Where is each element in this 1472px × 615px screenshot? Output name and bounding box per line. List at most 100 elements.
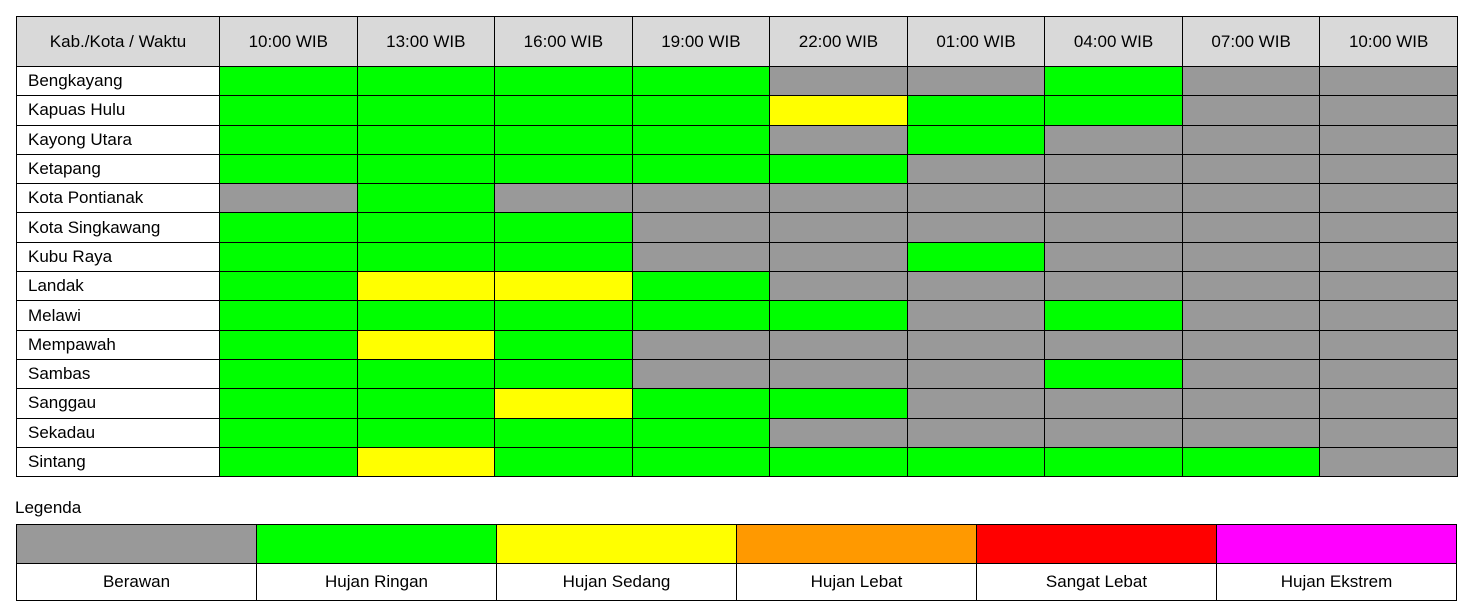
forecast-cell <box>1044 329 1183 360</box>
forecast-cell <box>1044 417 1183 448</box>
forecast-cell <box>769 417 908 448</box>
forecast-cell <box>769 183 908 214</box>
forecast-cell <box>906 153 1046 185</box>
forecast-cell <box>631 329 771 360</box>
legend-swatch <box>16 524 257 564</box>
forecast-cell <box>494 358 633 390</box>
forecast-cell <box>1181 271 1321 302</box>
legend-title: Legenda <box>15 498 82 517</box>
forecast-cell <box>1319 271 1458 302</box>
forecast-cell <box>1181 446 1321 478</box>
forecast-cell <box>631 300 771 331</box>
forecast-cell <box>494 95 633 126</box>
forecast-cell <box>769 446 908 478</box>
table-row: Landak <box>16 271 1458 302</box>
region-name: Kota Singkawang <box>16 212 220 243</box>
forecast-cell <box>494 417 633 448</box>
region-name: Mempawah <box>16 329 220 360</box>
forecast-cell <box>906 358 1046 390</box>
forecast-cell <box>1181 329 1321 360</box>
forecast-cell <box>494 212 633 243</box>
forecast-cell <box>219 417 358 448</box>
forecast-cell <box>631 183 771 214</box>
forecast-cell <box>1319 388 1458 419</box>
forecast-cell <box>1044 124 1183 155</box>
forecast-cell <box>494 124 633 155</box>
table-row: Sambas <box>16 358 1458 390</box>
forecast-cell <box>494 153 633 185</box>
time-header: 16:00 WIB <box>494 16 633 67</box>
forecast-cell <box>1319 183 1458 214</box>
forecast-cell <box>769 300 908 331</box>
region-name: Landak <box>16 271 220 302</box>
forecast-cell <box>356 388 496 419</box>
forecast-cell <box>1319 358 1458 390</box>
forecast-cell <box>1044 95 1183 126</box>
legend-label: Berawan <box>16 563 257 601</box>
forecast-cell <box>631 271 771 302</box>
legend-swatch <box>1216 524 1457 564</box>
forecast-cell <box>219 95 358 126</box>
legend-label: Sangat Lebat <box>976 563 1217 601</box>
forecast-cell <box>906 417 1046 448</box>
forecast-cell <box>219 153 358 185</box>
forecast-cell <box>631 388 771 419</box>
forecast-cell <box>1181 300 1321 331</box>
forecast-cell <box>1181 65 1321 97</box>
forecast-cell <box>631 241 771 273</box>
forecast-cell <box>631 417 771 448</box>
forecast-body: Bengkayang Kapuas Hulu Kayong Utara Ketapan… <box>16 65 1458 478</box>
table-row: Kapuas Hulu <box>16 95 1458 126</box>
forecast-cell <box>1319 95 1458 126</box>
region-name: Kubu Raya <box>16 241 220 273</box>
forecast-cell <box>1181 183 1321 214</box>
forecast-cell <box>356 65 496 97</box>
forecast-cell <box>494 329 633 360</box>
forecast-cell <box>906 329 1046 360</box>
forecast-cell <box>1044 65 1183 97</box>
forecast-cell <box>356 124 496 155</box>
forecast-cell <box>1319 300 1458 331</box>
forecast-cell <box>1181 388 1321 419</box>
forecast-cell <box>494 446 633 478</box>
forecast-cell <box>494 241 633 273</box>
forecast-cell <box>219 183 358 214</box>
forecast-cell <box>219 358 358 390</box>
region-name: Sekadau <box>16 417 220 448</box>
legend-swatch-row <box>16 524 1457 564</box>
forecast-cell <box>1319 153 1458 185</box>
forecast-cell <box>1044 271 1183 302</box>
forecast-cell <box>1044 212 1183 243</box>
region-name: Bengkayang <box>16 65 220 97</box>
time-header: 13:00 WIB <box>356 16 496 67</box>
table-row: Ketapang <box>16 153 1458 185</box>
forecast-cell <box>906 183 1046 214</box>
forecast-cell <box>219 329 358 360</box>
forecast-cell <box>631 124 771 155</box>
region-name: Kayong Utara <box>16 124 220 155</box>
forecast-cell <box>219 65 358 97</box>
forecast-cell <box>631 153 771 185</box>
forecast-cell <box>769 153 908 185</box>
forecast-cell <box>356 153 496 185</box>
forecast-cell <box>356 358 496 390</box>
region-name: Kota Pontianak <box>16 183 220 214</box>
time-header: 04:00 WIB <box>1044 16 1183 67</box>
forecast-cell <box>769 271 908 302</box>
table-row: Mempawah <box>16 329 1458 360</box>
table-row: Sekadau <box>16 417 1458 448</box>
forecast-table: Kab./Kota / Waktu 10:00 WIB 13:00 WIB 16:0… <box>16 16 1458 478</box>
table-row: Kota Singkawang <box>16 212 1458 243</box>
region-name: Sambas <box>16 358 220 390</box>
forecast-cell <box>769 95 908 126</box>
forecast-cell <box>1181 124 1321 155</box>
forecast-cell <box>356 95 496 126</box>
time-header: 10:00 WIB <box>219 16 358 67</box>
forecast-cell <box>494 65 633 97</box>
region-name: Kapuas Hulu <box>16 95 220 126</box>
forecast-cell <box>219 388 358 419</box>
table-row: Kayong Utara <box>16 124 1458 155</box>
table-row: Melawi <box>16 300 1458 331</box>
forecast-cell <box>494 183 633 214</box>
forecast-cell <box>1044 241 1183 273</box>
